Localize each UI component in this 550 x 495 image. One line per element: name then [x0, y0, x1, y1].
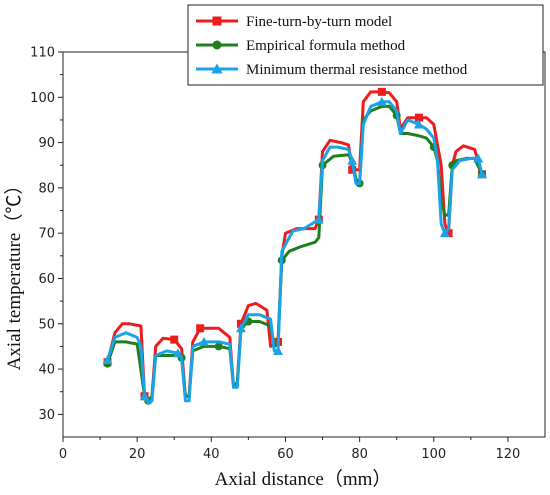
legend-box	[187, 4, 544, 86]
data-point	[212, 40, 222, 50]
y-tick-label: 80	[38, 181, 55, 196]
data-point	[102, 355, 113, 364]
axes: 0 20 40 60 80 100 120 30 40 50 60 70 80 90 100 110	[30, 46, 546, 462]
x-tick-label: 20	[129, 447, 146, 462]
y-tick-label: 50	[38, 317, 55, 332]
data-point	[211, 63, 223, 74]
y-tick-label: 60	[38, 272, 55, 287]
series-2	[103, 104, 486, 405]
data-point	[198, 336, 209, 346]
series-line	[106, 104, 484, 403]
x-axis-label: Axial distance（mm）	[215, 468, 392, 490]
data-point	[444, 229, 453, 238]
data-point	[414, 113, 423, 122]
plot-area	[102, 87, 487, 405]
data-point	[439, 228, 450, 238]
legend-label: Minimum thermal resistance method	[246, 62, 468, 78]
x-tick-label: 120	[496, 447, 521, 462]
data-point	[377, 87, 386, 96]
x-tick-label: 100	[421, 447, 446, 462]
data-point	[172, 348, 183, 358]
y-axis-label: Axial temperature（℃）	[3, 176, 25, 371]
data-point	[170, 335, 179, 344]
series-line	[106, 90, 484, 403]
x-tick-label: 0	[59, 447, 67, 462]
legend-label: Empirical formula method	[246, 38, 406, 54]
data-point	[347, 155, 358, 165]
x-tick-label: 80	[351, 447, 368, 462]
y-tick-label: 30	[38, 408, 55, 423]
y-tick-label: 90	[38, 136, 55, 151]
data-point	[212, 16, 222, 26]
series-line	[106, 100, 484, 405]
series-3	[102, 96, 487, 405]
data-point	[139, 391, 150, 401]
data-point	[273, 345, 284, 355]
data-point	[235, 323, 246, 333]
data-point	[196, 324, 205, 333]
legend: Fine-turn-by-turn model Empirical formula…	[187, 4, 544, 86]
legend-label: Fine-turn-by-turn model	[246, 14, 392, 30]
y-tick-label: 110	[30, 46, 55, 61]
data-point	[376, 96, 387, 106]
data-point	[313, 214, 324, 224]
data-point	[413, 119, 424, 129]
data-point	[476, 169, 487, 179]
data-point	[214, 342, 223, 351]
x-tick-label: 40	[203, 447, 220, 462]
y-tick-label: 40	[38, 363, 55, 378]
x-tick-label: 60	[277, 447, 294, 462]
y-tick-label: 70	[38, 227, 55, 242]
data-point	[473, 153, 484, 163]
y-tick-label: 100	[30, 91, 55, 106]
